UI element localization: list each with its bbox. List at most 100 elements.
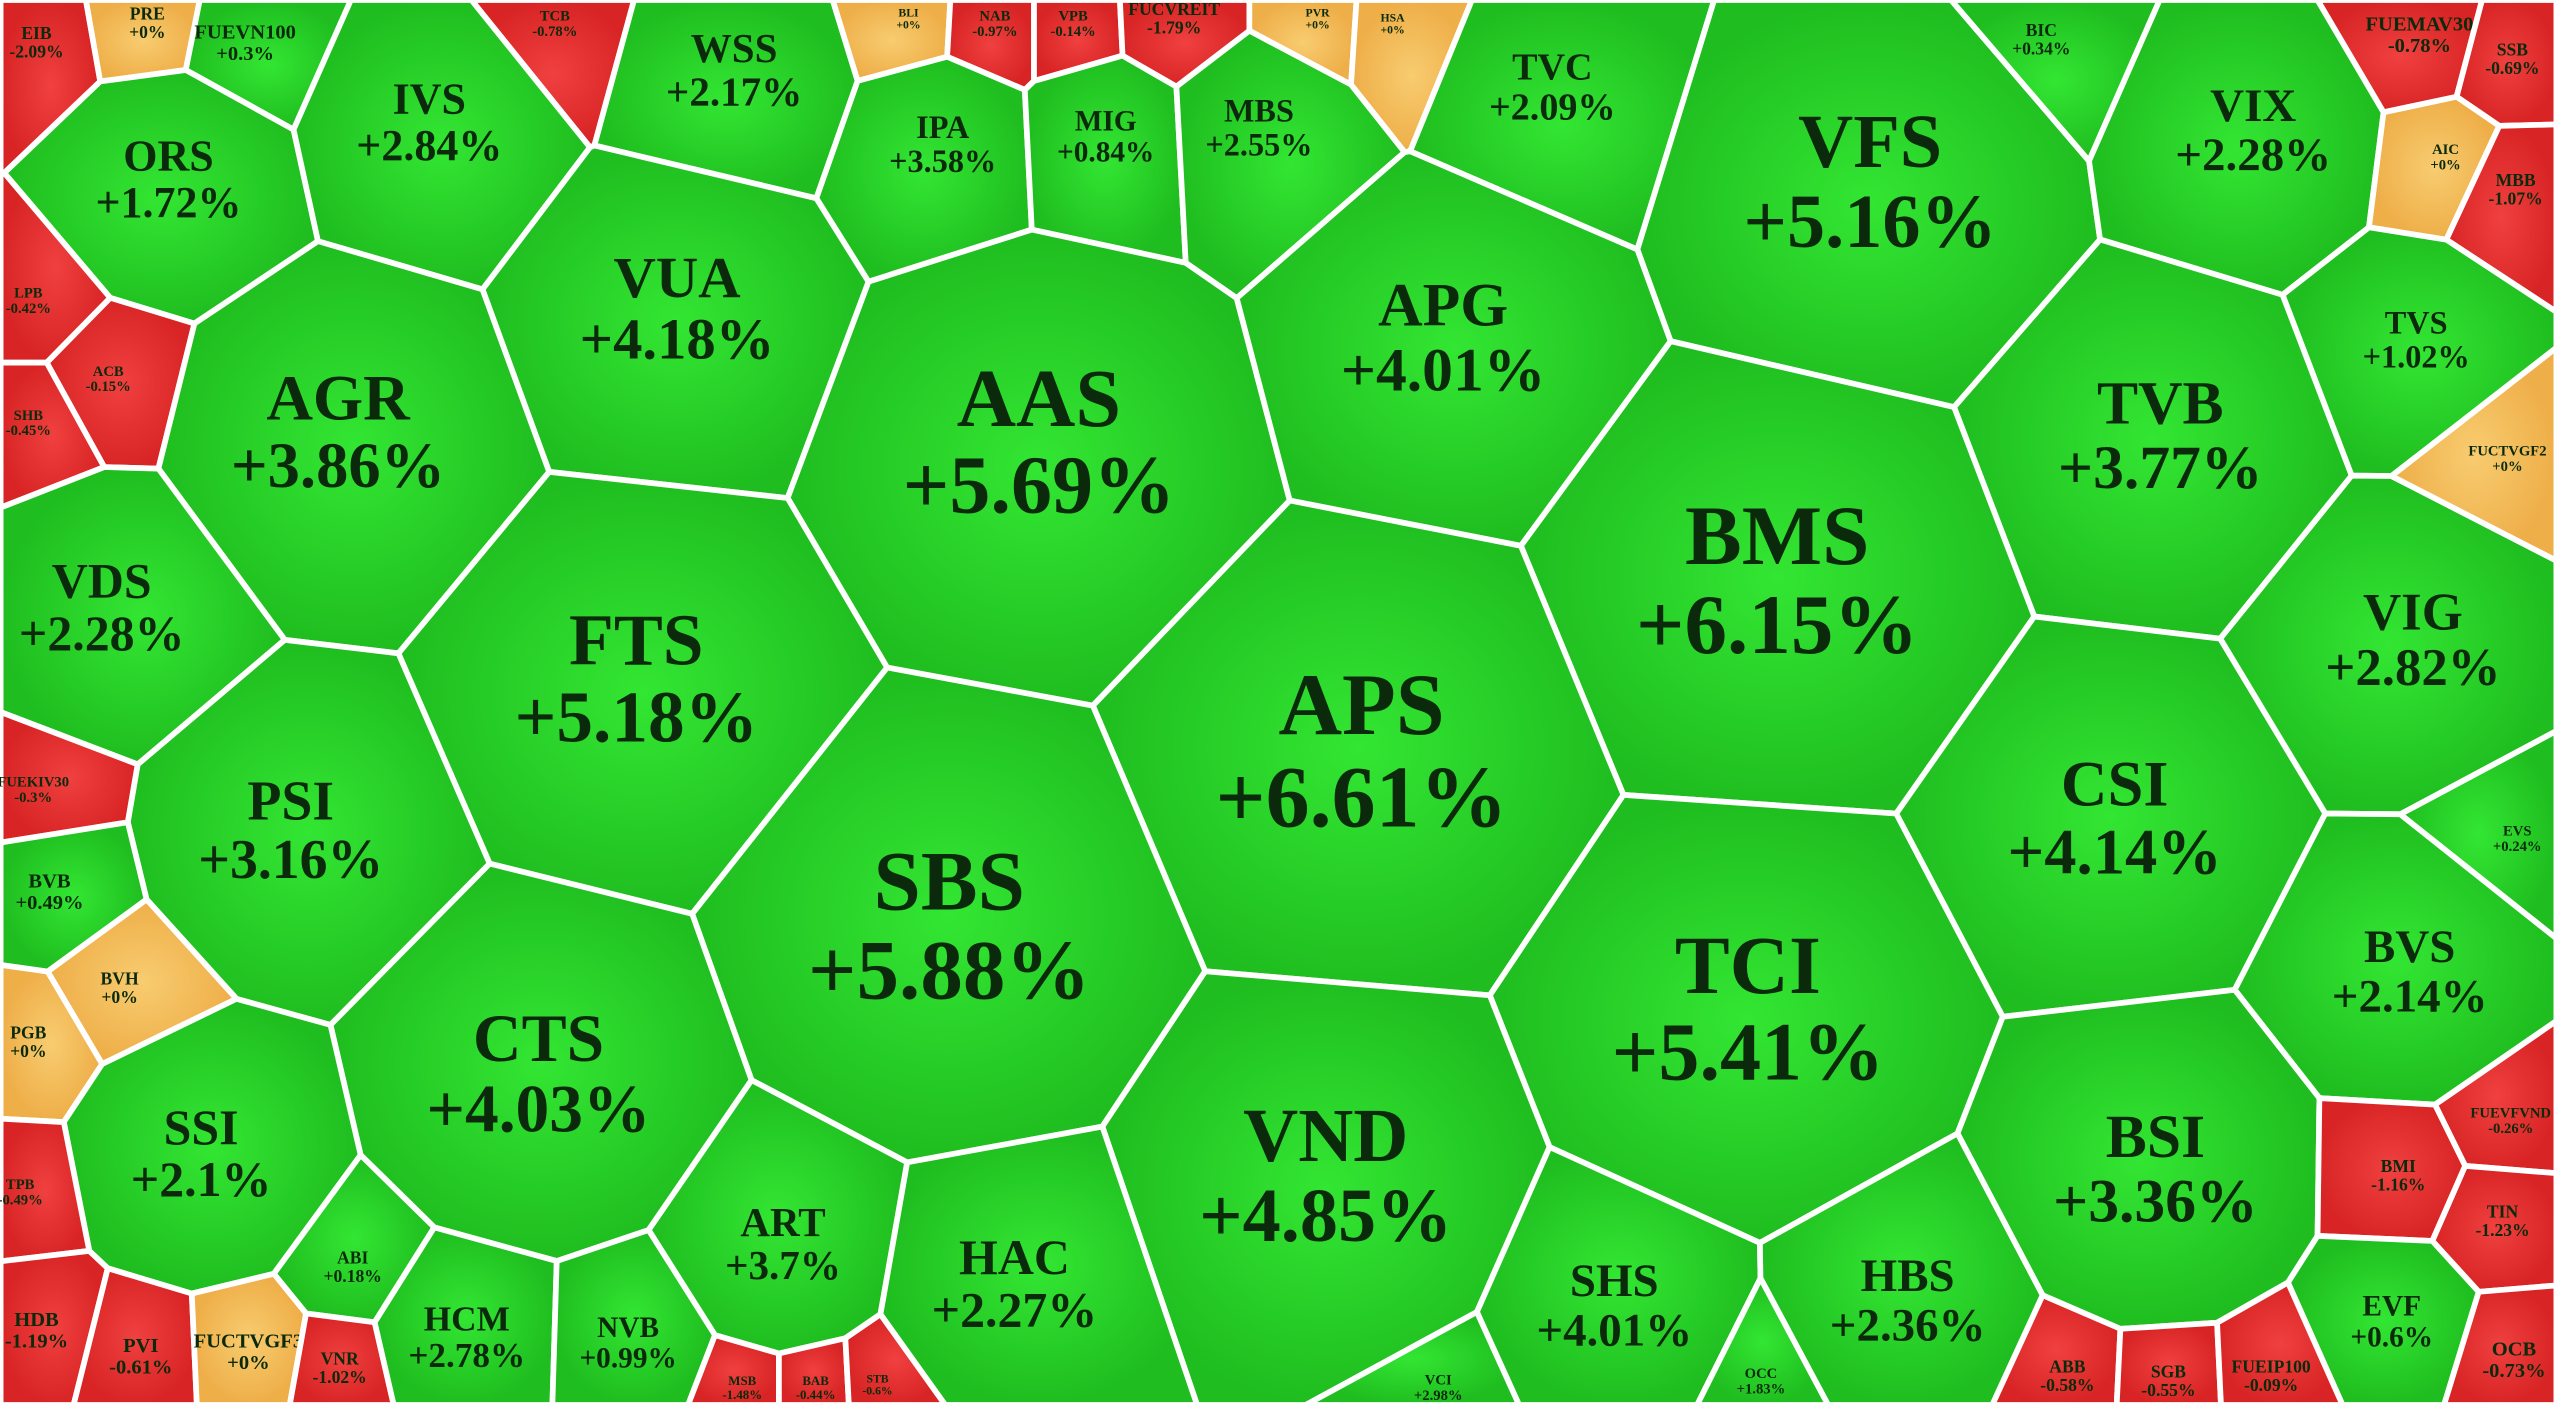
ticker-label: FUEIP100 xyxy=(2232,1357,2311,1377)
ticker-label: FUCVREIT xyxy=(1128,0,1220,19)
ticker-label: APS xyxy=(1279,657,1445,754)
change-label: +0.49% xyxy=(15,892,83,914)
change-label: +0.18% xyxy=(323,1266,381,1286)
ticker-label: SHB xyxy=(14,408,44,424)
ticker-label: BVS xyxy=(2364,921,2455,973)
change-label: -0.3% xyxy=(14,790,52,806)
ticker-label: BLI xyxy=(898,6,919,19)
ticker-label: MBS xyxy=(1224,93,1294,129)
ticker-label: IPA xyxy=(916,109,970,145)
ticker-label: VDS xyxy=(52,554,152,609)
change-label: -1.48% xyxy=(722,1388,762,1402)
change-label: -0.45% xyxy=(6,423,51,439)
cell xyxy=(2214,1279,2346,1405)
ticker-label: FUCTVGF3 xyxy=(194,1330,303,1352)
ticker-label: CTS xyxy=(473,1001,604,1076)
ticker-label: EVF xyxy=(2362,1291,2421,1323)
ticker-label: SSI xyxy=(164,1100,239,1155)
change-label: +2.98% xyxy=(1414,1388,1463,1404)
ticker-label: VUA xyxy=(614,245,741,310)
change-label: +4.18% xyxy=(580,307,775,372)
cell xyxy=(877,1123,1200,1405)
change-label: +2.28% xyxy=(19,606,185,661)
change-label: -1.16% xyxy=(2371,1175,2425,1195)
change-label: +0% xyxy=(101,987,137,1007)
ticker-label: BVB xyxy=(28,871,70,893)
change-label: -0.44% xyxy=(796,1388,836,1402)
ticker-label: BVH xyxy=(101,969,139,989)
ticker-label: IVS xyxy=(393,75,466,124)
ticker-label: TCB xyxy=(540,8,570,24)
ticker-label: FUEVN100 xyxy=(194,21,295,43)
change-label: -0.69% xyxy=(2485,58,2539,78)
ticker-label: PVI xyxy=(123,1335,158,1357)
change-label: +0% xyxy=(227,1352,269,1374)
ticker-label: MBB xyxy=(2496,170,2536,190)
change-label: +5.69% xyxy=(903,439,1176,530)
change-label: -1.07% xyxy=(2488,188,2542,208)
change-label: +2.09% xyxy=(1489,86,1616,128)
change-label: +3.86% xyxy=(231,429,445,501)
ticker-label: OCC xyxy=(1745,1366,1778,1382)
change-label: +5.18% xyxy=(515,677,758,758)
change-label: +0.99% xyxy=(579,1343,676,1375)
ticker-label: HSA xyxy=(1381,11,1406,24)
change-label: +0.34% xyxy=(2012,38,2070,58)
change-label: -0.78% xyxy=(2388,35,2451,57)
change-label: +3.7% xyxy=(725,1242,841,1288)
change-label: +5.16% xyxy=(1744,179,1997,264)
ticker-label: VPB xyxy=(1058,8,1088,24)
change-label: +5.88% xyxy=(808,924,1090,1018)
change-label: +3.36% xyxy=(2053,1168,2258,1236)
change-label: +0% xyxy=(1380,24,1404,37)
ticker-label: STB xyxy=(866,1372,888,1385)
change-label: -2.09% xyxy=(9,42,63,62)
change-label: -0.15% xyxy=(86,379,131,395)
ticker-label: FUCTVGF2 xyxy=(2468,444,2546,460)
change-label: -1.19% xyxy=(5,1331,68,1353)
change-label: +4.85% xyxy=(1199,1173,1452,1258)
ticker-label: VND xyxy=(1243,1093,1408,1178)
ticker-label: SGB xyxy=(2151,1361,2186,1381)
change-label: +6.15% xyxy=(1636,578,1918,672)
ticker-label: NAB xyxy=(979,8,1010,24)
ticker-label: ABI xyxy=(337,1247,368,1267)
change-label: +4.03% xyxy=(427,1072,651,1147)
ticker-label: EVS xyxy=(2503,823,2532,839)
ticker-label: APG xyxy=(1378,272,1508,340)
change-label: +1.02% xyxy=(2363,338,2470,374)
ticker-label: FUEKIV30 xyxy=(0,775,69,791)
ticker-label: TIN xyxy=(2487,1202,2519,1222)
change-label: +3.58% xyxy=(889,143,996,179)
change-label: +2.17% xyxy=(666,68,802,114)
change-label: +3.77% xyxy=(2058,434,2263,502)
ticker-label: TVB xyxy=(2097,369,2224,437)
ticker-label: ORS xyxy=(123,132,213,181)
change-label: +0.6% xyxy=(2350,1321,2433,1353)
ticker-label: PSI xyxy=(247,770,334,832)
change-label: -0.97% xyxy=(972,24,1017,40)
ticker-label: TPB xyxy=(6,1177,35,1193)
ticker-label: ART xyxy=(740,1199,825,1245)
change-label: -0.58% xyxy=(2040,1375,2094,1395)
ticker-label: HDB xyxy=(14,1309,59,1331)
change-label: +1.72% xyxy=(95,178,241,227)
ticker-label: BMS xyxy=(1685,489,1869,583)
ticker-label: VNR xyxy=(321,1348,359,1368)
change-label: -0.14% xyxy=(1051,24,1096,40)
ticker-label: TCI xyxy=(1675,920,1821,1011)
change-label: +0% xyxy=(1305,19,1329,32)
cell xyxy=(2388,344,2557,564)
change-label: +0% xyxy=(2430,158,2460,174)
change-label: +1.83% xyxy=(1737,1382,1786,1398)
change-label: -0.09% xyxy=(2244,1375,2298,1395)
change-label: +2.36% xyxy=(1830,1300,1986,1352)
ticker-label: HAC xyxy=(959,1230,1070,1285)
ticker-label: ABB xyxy=(2049,1357,2085,1377)
ticker-label: TVS xyxy=(2385,305,2448,341)
ticker-label: BSI xyxy=(2106,1103,2205,1171)
ticker-label: PRE xyxy=(130,4,165,24)
change-label: -1.79% xyxy=(1147,17,1201,37)
ticker-label: OCB xyxy=(2492,1338,2537,1360)
